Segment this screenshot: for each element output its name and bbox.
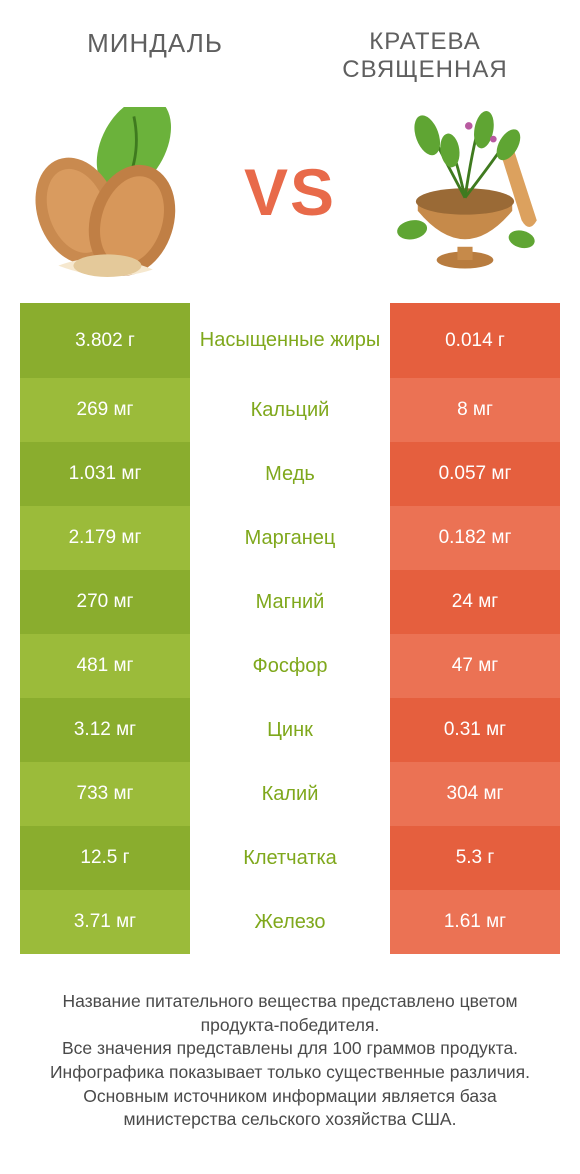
right-value-cell: 8 мг <box>390 378 560 442</box>
almond-icon <box>20 107 210 277</box>
table-row: 3.71 мгЖелезо1.61 мг <box>20 890 560 954</box>
table-row: 3.12 мгЦинк0.31 мг <box>20 698 560 762</box>
infographic-page: Миндаль Кратева священная VS <box>0 0 580 1174</box>
right-value-cell: 1.61 мг <box>390 890 560 954</box>
table-row: 733 мгКалий304 мг <box>20 762 560 826</box>
table-row: 481 мгФосфор47 мг <box>20 634 560 698</box>
nutrient-label: Железо <box>190 890 390 954</box>
footer-line: Название питательного вещества представл… <box>28 990 552 1037</box>
right-value-cell: 24 мг <box>390 570 560 634</box>
nutrient-label: Клетчатка <box>190 826 390 890</box>
nutrient-label: Медь <box>190 442 390 506</box>
left-value-cell: 3.802 г <box>20 303 190 378</box>
right-value-cell: 5.3 г <box>390 826 560 890</box>
table-row: 1.031 мгМедь0.057 мг <box>20 442 560 506</box>
table-row: 270 мгМагний24 мг <box>20 570 560 634</box>
table-row: 3.802 гНасыщенные жиры0.014 г <box>20 303 560 378</box>
left-value-cell: 1.031 мг <box>20 442 190 506</box>
right-product-title: Кратева священная <box>290 28 560 83</box>
hero-row: VS <box>20 87 560 297</box>
header-row: Миндаль Кратева священная <box>20 0 560 83</box>
right-value-cell: 304 мг <box>390 762 560 826</box>
left-value-cell: 3.71 мг <box>20 890 190 954</box>
left-product-title: Миндаль <box>20 28 290 59</box>
nutrient-label: Марганец <box>190 506 390 570</box>
left-value-cell: 269 мг <box>20 378 190 442</box>
left-value-cell: 2.179 мг <box>20 506 190 570</box>
left-value-cell: 481 мг <box>20 634 190 698</box>
footer-line: Основным источником информации является … <box>28 1085 552 1132</box>
left-value-cell: 270 мг <box>20 570 190 634</box>
right-value-cell: 0.182 мг <box>390 506 560 570</box>
mortar-herbs-icon <box>370 107 560 277</box>
right-value-cell: 0.31 мг <box>390 698 560 762</box>
nutrient-label: Насыщенные жиры <box>190 303 390 378</box>
nutrient-label: Фосфор <box>190 634 390 698</box>
comparison-table: 3.802 гНасыщенные жиры0.014 г269 мгКальц… <box>20 303 560 954</box>
nutrient-label: Магний <box>190 570 390 634</box>
footer-line: Инфографика показывает только существенн… <box>28 1061 552 1085</box>
left-value-cell: 3.12 мг <box>20 698 190 762</box>
right-value-cell: 47 мг <box>390 634 560 698</box>
nutrient-label: Калий <box>190 762 390 826</box>
nutrient-label: Кальций <box>190 378 390 442</box>
right-value-cell: 0.014 г <box>390 303 560 378</box>
left-value-cell: 12.5 г <box>20 826 190 890</box>
footer-notes: Название питательного вещества представл… <box>20 990 560 1132</box>
left-value-cell: 733 мг <box>20 762 190 826</box>
table-row: 269 мгКальций8 мг <box>20 378 560 442</box>
right-value-cell: 0.057 мг <box>390 442 560 506</box>
vs-label: VS <box>244 154 336 230</box>
table-row: 12.5 гКлетчатка5.3 г <box>20 826 560 890</box>
footer-line: Все значения представлены для 100 граммо… <box>28 1037 552 1061</box>
table-row: 2.179 мгМарганец0.182 мг <box>20 506 560 570</box>
nutrient-label: Цинк <box>190 698 390 762</box>
